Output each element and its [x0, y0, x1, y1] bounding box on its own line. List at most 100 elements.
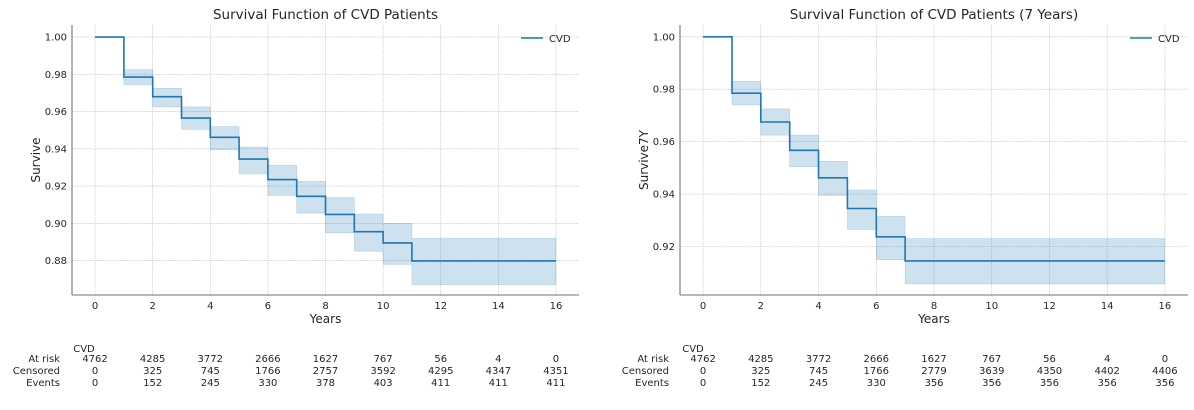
- x-tick-label: 4: [207, 301, 213, 312]
- risk-table-header: CVD: [682, 344, 704, 355]
- x-tick-label: 6: [873, 301, 879, 312]
- legend-label: CVD: [549, 34, 571, 45]
- risk-cell: 0: [92, 366, 98, 377]
- y-tick-label: 1.00: [653, 32, 675, 43]
- risk-cell: 325: [143, 366, 162, 377]
- x-tick-label: 16: [550, 301, 563, 312]
- x-tick-label: 10: [377, 301, 390, 312]
- y-tick-label: 0.98: [45, 70, 67, 81]
- risk-cell: 4351: [543, 366, 568, 377]
- x-tick-label: 6: [265, 301, 271, 312]
- risk-cell: 245: [809, 378, 828, 389]
- risk-cell: 152: [143, 378, 162, 389]
- risk-cell: 411: [431, 378, 450, 389]
- y-tick-label: 0.98: [653, 85, 675, 96]
- risk-cell: 152: [751, 378, 770, 389]
- risk-cell: 3772: [806, 354, 831, 365]
- risk-cell: 4295: [428, 366, 453, 377]
- risk-cell: 4347: [486, 366, 511, 377]
- risk-cell: 245: [201, 378, 220, 389]
- risk-cell: 1627: [921, 354, 946, 365]
- risk-table: CVD At risk 4762 4285 3772 2666 1627 767 56 4 0 Cen…: [622, 344, 1178, 389]
- risk-row-label: Events: [26, 378, 60, 389]
- y-tick-label: 0.92: [45, 182, 67, 193]
- x-tick-label: 8: [931, 301, 937, 312]
- risk-cell: 4762: [690, 354, 715, 365]
- risk-cell: 2666: [864, 354, 889, 365]
- x-axis-label: Years: [309, 312, 342, 326]
- risk-cell: 56: [434, 354, 447, 365]
- y-tick-label: 1.00: [45, 33, 67, 44]
- risk-cell: 2666: [255, 354, 280, 365]
- risk-cell: 745: [809, 366, 828, 377]
- risk-row-label: Events: [635, 378, 669, 389]
- survival-line: [95, 36, 556, 262]
- y-tick-label: 0.94: [45, 144, 67, 155]
- risk-cell: 745: [201, 366, 220, 377]
- legend: CVD: [1130, 34, 1180, 45]
- risk-cell: 767: [982, 354, 1001, 365]
- risk-cell: 1766: [864, 366, 889, 377]
- risk-cell: 378: [316, 378, 335, 389]
- risk-cell: 4285: [140, 354, 165, 365]
- risk-cell: 3772: [198, 354, 223, 365]
- chart-2: Survival Function of CVD Patients (7 Yea…: [622, 7, 1188, 389]
- risk-cell: 4402: [1094, 366, 1119, 377]
- risk-cell: 0: [553, 354, 559, 365]
- risk-cell: 1627: [313, 354, 338, 365]
- risk-cell: 2779: [921, 366, 946, 377]
- x-tick-label: 2: [758, 301, 764, 312]
- risk-cell: 411: [489, 378, 508, 389]
- survival-line: [703, 36, 1165, 262]
- x-tick-label: 14: [1101, 301, 1114, 312]
- y-tick-label: 0.96: [653, 137, 675, 148]
- risk-row-label: Censored: [13, 366, 60, 377]
- chart-title: Survival Function of CVD Patients (7 Yea…: [790, 7, 1078, 23]
- risk-cell: 4406: [1152, 366, 1177, 377]
- x-tick-label: 0: [92, 301, 98, 312]
- risk-cell: 767: [374, 354, 393, 365]
- y-tick-label: 0.90: [45, 219, 67, 230]
- risk-cell: 356: [924, 378, 943, 389]
- x-tick-label: 16: [1159, 301, 1172, 312]
- legend-label: CVD: [1158, 34, 1180, 45]
- risk-cell: 330: [258, 378, 277, 389]
- x-tick-label: 2: [149, 301, 155, 312]
- y-tick-label: 0.94: [653, 190, 675, 201]
- y-tick-label: 0.88: [45, 256, 67, 267]
- y-axis-label: Survive: [29, 137, 43, 182]
- risk-table: CVD At risk 4762 4285 3772 2666 1627 767 56 4 0 Cen…: [13, 344, 569, 389]
- legend: CVD: [521, 34, 571, 45]
- risk-table-header: CVD: [73, 344, 95, 355]
- gridlines: [680, 25, 1188, 295]
- risk-cell: 356: [1155, 378, 1174, 389]
- y-axis-label: Survive7Y: [637, 129, 651, 190]
- risk-row-label: At risk: [28, 354, 60, 365]
- risk-cell: 0: [1162, 354, 1168, 365]
- x-tick-label: 12: [1043, 301, 1056, 312]
- x-tick-label: 10: [985, 301, 998, 312]
- risk-cell: 0: [92, 378, 98, 389]
- risk-cell: 325: [751, 366, 770, 377]
- risk-cell: 4: [1104, 354, 1110, 365]
- risk-cell: 330: [867, 378, 886, 389]
- risk-cell: 1766: [255, 366, 280, 377]
- x-tick-label: 0: [700, 301, 706, 312]
- risk-row-label: Censored: [622, 366, 669, 377]
- chart-1: Survival Function of CVD Patients 0 2 4 6 8 10…: [13, 7, 579, 389]
- risk-cell: 4: [495, 354, 501, 365]
- risk-cell: 356: [1098, 378, 1117, 389]
- risk-cell: 3592: [370, 366, 395, 377]
- risk-cell: 56: [1043, 354, 1056, 365]
- risk-cell: 2757: [313, 366, 338, 377]
- risk-cell: 0: [700, 378, 706, 389]
- risk-cell: 4350: [1037, 366, 1062, 377]
- x-axis-label: Years: [917, 312, 950, 326]
- risk-cell: 356: [1040, 378, 1059, 389]
- risk-cell: 3639: [979, 366, 1004, 377]
- chart-title: Survival Function of CVD Patients: [213, 7, 438, 23]
- x-tick-label: 8: [322, 301, 328, 312]
- risk-cell: 411: [546, 378, 565, 389]
